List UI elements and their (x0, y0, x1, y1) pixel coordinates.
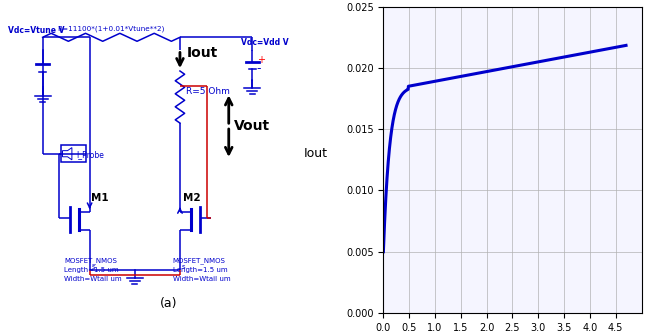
Text: Vout: Vout (234, 119, 270, 133)
Text: Iout: Iout (187, 46, 218, 60)
Text: Width=Wtail um: Width=Wtail um (64, 276, 122, 282)
Text: +: + (257, 55, 264, 65)
Bar (61, 145, 86, 162)
Text: I_Probe: I_Probe (76, 151, 104, 160)
Text: (a): (a) (160, 297, 178, 310)
Y-axis label: Iout: Iout (303, 147, 327, 160)
Text: MOSFET_NMOS: MOSFET_NMOS (173, 257, 226, 264)
Text: s: s (181, 264, 185, 270)
Text: MOSFET_NMOS: MOSFET_NMOS (64, 257, 117, 264)
Text: Length=1.5 um: Length=1.5 um (173, 267, 227, 273)
Text: Length=1.5 um: Length=1.5 um (64, 267, 119, 273)
Text: s: s (91, 264, 95, 270)
Text: -: - (257, 62, 261, 75)
Text: R=5 Ohm: R=5 Ohm (187, 87, 230, 96)
Text: Vdc=Vdd V: Vdc=Vdd V (242, 38, 289, 47)
Text: R=11100*(1+0.01*Vtune**2): R=11100*(1+0.01*Vtune**2) (57, 26, 165, 32)
Text: Vdc=Vtune V: Vdc=Vtune V (8, 26, 65, 35)
Text: Width=Wtail um: Width=Wtail um (173, 276, 230, 282)
Text: M1: M1 (91, 193, 109, 203)
Text: M2: M2 (183, 193, 200, 203)
